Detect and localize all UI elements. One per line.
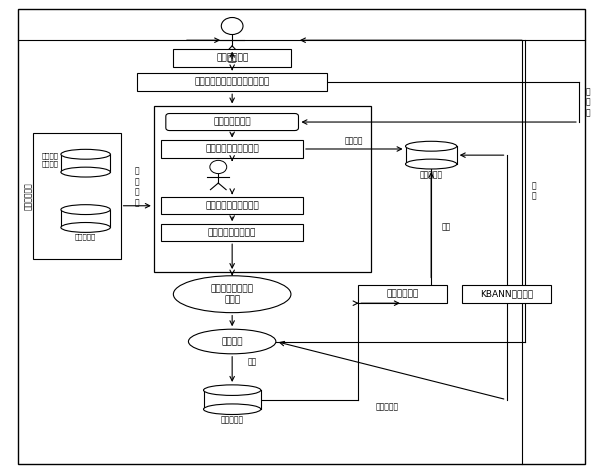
Bar bbox=[161, 140, 303, 158]
Text: 设计工程师审核及完善: 设计工程师审核及完善 bbox=[205, 201, 259, 210]
Bar bbox=[203, 390, 260, 409]
Circle shape bbox=[221, 18, 243, 35]
Text: 训练及更新: 训练及更新 bbox=[376, 402, 399, 412]
Text: 读取规则: 读取规则 bbox=[345, 136, 364, 145]
Text: 配置方案库: 配置方案库 bbox=[221, 415, 244, 425]
Ellipse shape bbox=[61, 149, 110, 159]
Text: 配置规则挖掘: 配置规则挖掘 bbox=[387, 289, 419, 299]
Ellipse shape bbox=[61, 205, 110, 215]
Ellipse shape bbox=[405, 159, 456, 169]
Bar bbox=[154, 106, 371, 272]
Text: 需
求
映
射: 需 求 映 射 bbox=[135, 167, 139, 207]
Ellipse shape bbox=[174, 276, 291, 313]
Bar bbox=[161, 224, 303, 241]
Circle shape bbox=[210, 160, 227, 174]
Ellipse shape bbox=[203, 404, 260, 414]
Ellipse shape bbox=[61, 167, 110, 177]
Text: 配置规则库: 配置规则库 bbox=[420, 170, 443, 179]
Ellipse shape bbox=[405, 141, 456, 151]
Text: 更新: 更新 bbox=[442, 223, 451, 232]
Bar bbox=[61, 210, 110, 228]
Bar bbox=[462, 285, 551, 303]
Text: 满
意: 满 意 bbox=[532, 181, 537, 201]
Text: 汽车厂义
产品模型: 汽车厂义 产品模型 bbox=[42, 152, 58, 166]
Bar bbox=[405, 146, 456, 164]
Bar bbox=[358, 285, 447, 303]
Text: 类交规众市场: 类交规众市场 bbox=[25, 183, 33, 210]
Text: 选定汽车基准型: 选定汽车基准型 bbox=[213, 117, 251, 127]
Bar bbox=[173, 49, 291, 67]
Ellipse shape bbox=[61, 222, 110, 232]
Text: 顾客需求分析及需求属性值提取: 顾客需求分析及需求属性值提取 bbox=[195, 78, 270, 87]
Text: 顾客: 顾客 bbox=[227, 54, 237, 64]
Bar bbox=[61, 154, 110, 172]
Text: 汽车产品服务配置求解: 汽车产品服务配置求解 bbox=[205, 144, 259, 154]
Bar bbox=[161, 197, 303, 214]
Text: 三维模型及配置方
案生成: 三维模型及配置方 案生成 bbox=[210, 284, 254, 304]
Ellipse shape bbox=[188, 329, 276, 354]
Ellipse shape bbox=[203, 385, 260, 395]
Text: KBANN神经网络: KBANN神经网络 bbox=[480, 289, 533, 299]
Text: 存入: 存入 bbox=[247, 358, 256, 367]
FancyBboxPatch shape bbox=[166, 114, 298, 131]
Text: 配置方案一致性检验: 配置方案一致性检验 bbox=[208, 228, 256, 237]
Text: 约束关系库: 约束关系库 bbox=[75, 234, 96, 240]
Bar bbox=[33, 133, 121, 259]
Text: 不
满
意: 不 满 意 bbox=[586, 87, 591, 117]
Text: 配置完成: 配置完成 bbox=[221, 337, 243, 346]
Bar bbox=[137, 73, 327, 91]
Text: 顾客需求信息: 顾客需求信息 bbox=[216, 53, 248, 62]
